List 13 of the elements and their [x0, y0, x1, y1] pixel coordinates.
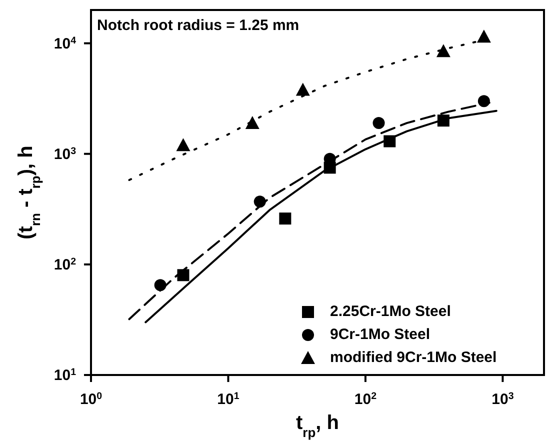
x-tick-label: 10$^{1}$: [217, 390, 240, 408]
y-tick-label: 10$^{2}$: [54, 256, 77, 274]
x-tick-label: 10$^{3}$: [492, 390, 514, 408]
x-axis-title: t$_{rp}$, h: [296, 412, 340, 440]
y-tick-label: 10$^{4}$: [54, 34, 77, 52]
annotation: Notch root radius = 1.25 mm: [97, 17, 300, 34]
y-tick-label: 10$^{3}$: [54, 145, 77, 163]
legend-label: 9Cr-1Mo Steel: [330, 325, 430, 345]
legend-label: 2.25Cr-1Mo Steel: [330, 302, 451, 322]
y-tick-label: 10$^{1}$: [54, 366, 77, 384]
x-tick-label: 10$^{0}$: [80, 390, 103, 408]
legend-label: modified 9Cr-1Mo Steel: [330, 348, 497, 368]
x-tick-label: 10$^{2}$: [354, 390, 378, 408]
